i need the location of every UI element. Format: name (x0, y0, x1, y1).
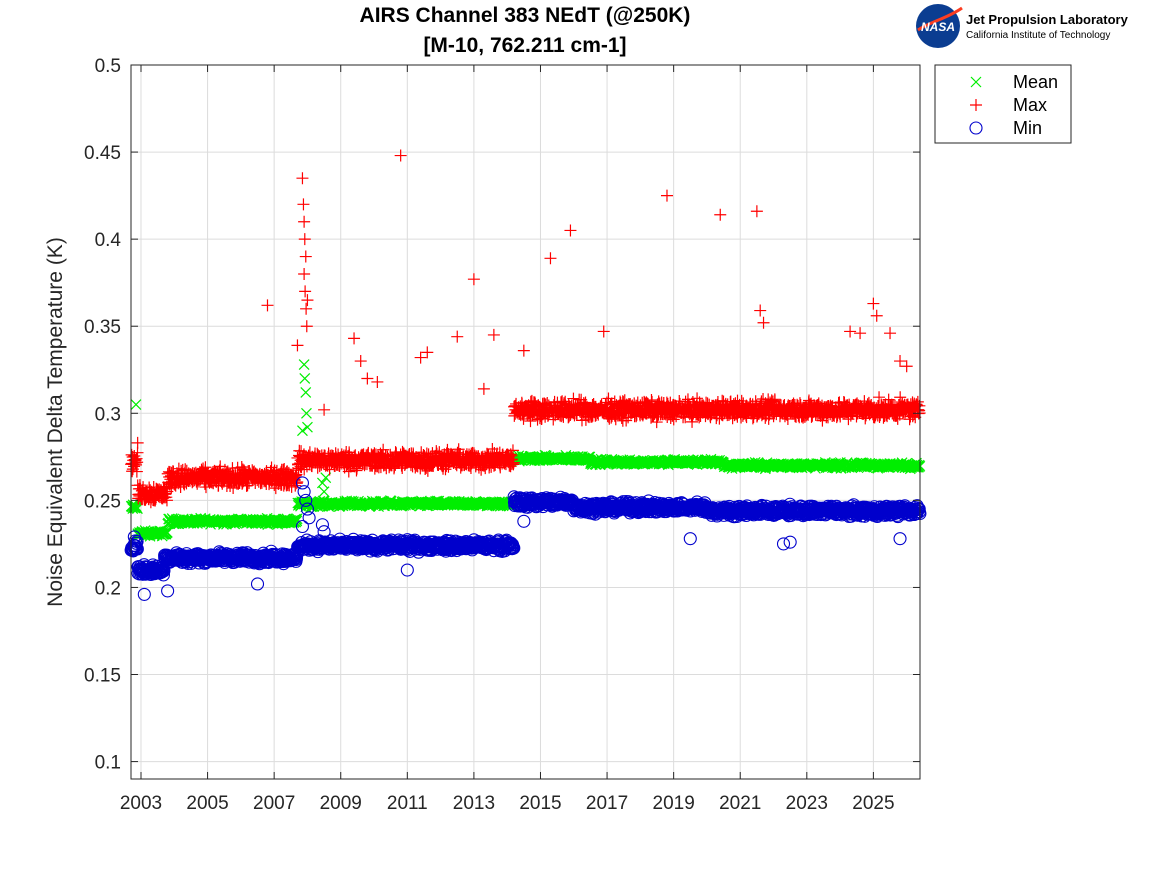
max-point (261, 299, 274, 312)
max-point (131, 436, 144, 449)
max-point (660, 189, 673, 202)
max-point (517, 344, 530, 357)
mean-point (316, 477, 328, 489)
max-point (867, 297, 880, 310)
max-point (900, 360, 913, 373)
max-point (884, 327, 897, 340)
chart-title-line-2: [M-10, 762.211 cm-1] (423, 34, 626, 57)
mean-point (161, 526, 173, 538)
max-point (544, 252, 557, 265)
nasa-logo-text: NASA (921, 20, 955, 34)
max-point (870, 309, 883, 322)
max-point (564, 224, 577, 237)
max-point (296, 172, 309, 185)
max-point (298, 215, 311, 228)
jpl-logo: NASA Jet Propulsion Laboratory Californi… (916, 4, 1129, 48)
max-point (750, 205, 763, 218)
mean-point (299, 373, 311, 384)
max-point (477, 382, 490, 395)
max-point (757, 316, 770, 329)
max-point (354, 355, 367, 368)
plot-points (124, 149, 927, 601)
max-point (299, 250, 312, 263)
max-point (299, 285, 312, 298)
max-point (414, 351, 427, 364)
max-point (298, 233, 311, 246)
max-point (894, 355, 907, 368)
mean-point (130, 399, 142, 411)
max-point (361, 372, 374, 385)
max-point (394, 149, 407, 162)
max-point (754, 304, 767, 317)
jpl-logo-title: Jet Propulsion Laboratory (966, 12, 1129, 27)
max-point (291, 339, 304, 352)
max-point (487, 328, 500, 341)
mean-point (302, 421, 313, 433)
max-point (348, 332, 361, 345)
max-point (467, 273, 480, 286)
nasa-swoosh-icon (917, 6, 963, 32)
max-point (714, 208, 727, 221)
max-point (421, 346, 434, 359)
mean-point (291, 515, 303, 527)
chart-title-line-1: AIRS Channel 383 NEdT (@250K) (360, 4, 691, 27)
mean-point (318, 486, 330, 498)
mean-point (297, 425, 308, 437)
mean-point (298, 359, 310, 370)
max-point (854, 327, 867, 340)
max-point (301, 294, 314, 307)
mean-point (291, 513, 303, 525)
series-min (124, 476, 927, 601)
max-point (298, 267, 311, 280)
max-point (318, 403, 331, 416)
max-point (297, 198, 310, 211)
jpl-logo-subtitle: California Institute of Technology (966, 30, 1110, 41)
mean-point (300, 386, 312, 398)
mean-point (132, 503, 143, 514)
max-point (597, 325, 610, 338)
max-point (371, 375, 384, 388)
max-point (844, 325, 857, 338)
max-point (300, 302, 313, 315)
max-point (451, 330, 464, 343)
series-mean (125, 359, 926, 542)
max-point (300, 320, 313, 333)
